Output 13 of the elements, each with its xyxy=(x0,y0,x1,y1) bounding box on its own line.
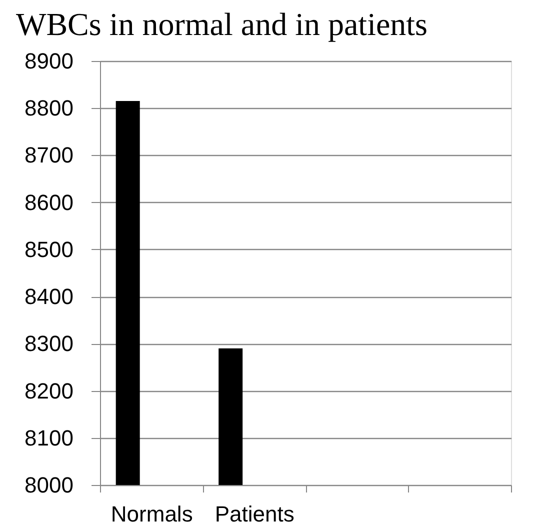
y-tick-label: 8200 xyxy=(24,378,74,404)
y-tick-label: 8100 xyxy=(24,425,74,450)
y-tick-label: 8600 xyxy=(24,190,74,215)
y-tick-label: 8500 xyxy=(24,236,74,262)
y-tick-label: 8900 xyxy=(24,48,74,74)
chart-title: WBCs in normal and in patients xyxy=(16,6,428,42)
y-tick-label: 8300 xyxy=(24,331,74,356)
y-tick-label: 8400 xyxy=(24,284,74,310)
y-tick-label: 8700 xyxy=(24,142,74,168)
x-tick-label: Patients xyxy=(214,502,294,526)
y-tick-label: 8800 xyxy=(24,96,74,121)
x-tick-label: Normals xyxy=(110,502,193,526)
y-tick-label: 8000 xyxy=(24,472,74,498)
